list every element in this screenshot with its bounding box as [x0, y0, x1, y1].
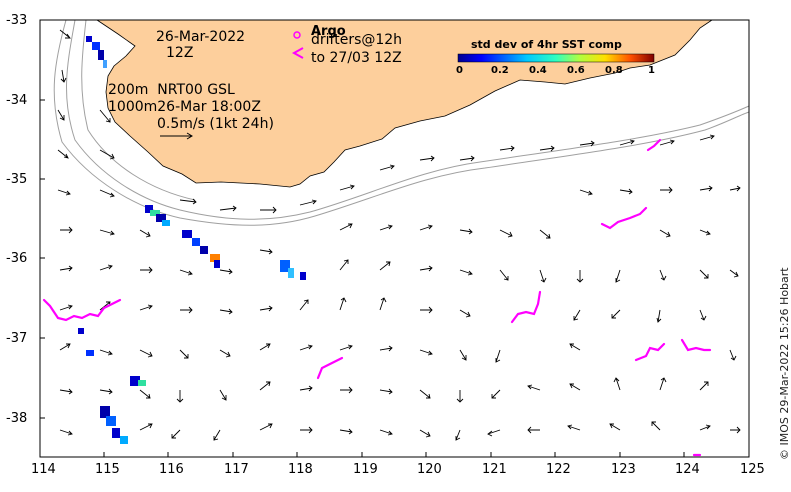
lon-tick: 116: [159, 462, 184, 477]
argo-label: Argo: [311, 24, 346, 39]
model-depth-label: 200m NRT00 GSL: [108, 82, 235, 98]
colorbar-tick: 0: [456, 65, 463, 76]
drifter-marker-icon: [291, 47, 304, 59]
date-label: 26-Mar-2022: [156, 29, 246, 45]
bathymetry-contours: [53, 19, 750, 226]
drifter-tracks: [42, 138, 712, 457]
lat-tick: -33: [6, 13, 28, 28]
lon-tick: 122: [546, 462, 571, 477]
lon-tick: 114: [31, 462, 56, 477]
lat-tick: -37: [6, 331, 28, 346]
colorbar-tick: 1: [648, 65, 655, 76]
lat-tick: -35: [6, 172, 28, 187]
colorbar-tick: 0.4: [529, 65, 547, 76]
colorbar-title: std dev of 4hr SST comp: [471, 38, 622, 51]
colorbar: [457, 53, 655, 63]
colorbar-tick: 0.8: [605, 65, 623, 76]
lon-tick: 123: [611, 462, 636, 477]
scale-label: 0.5m/s (1kt 24h): [157, 116, 274, 132]
drifters-period-label: to 27/03 12Z: [311, 50, 402, 66]
lat-tick: -38: [6, 411, 28, 426]
lon-tick: 119: [353, 462, 378, 477]
drifters-label: drifters@12h: [311, 32, 403, 48]
lon-tick: 121: [482, 462, 507, 477]
model-time-label: 1000m26-Mar 18:00Z: [108, 99, 261, 115]
colorbar-tick: 0.6: [567, 65, 585, 76]
sst-patches: [78, 36, 306, 444]
lon-tick: 118: [288, 462, 313, 477]
lon-tick: 120: [417, 462, 442, 477]
map-frame: [39, 19, 750, 458]
time-label: 12Z: [166, 45, 194, 61]
scale-arrow: [160, 132, 193, 140]
lat-tick: -34: [6, 93, 28, 108]
current-vectors: [57, 29, 741, 441]
lon-tick: 115: [95, 462, 120, 477]
lat-tick: -36: [6, 251, 28, 266]
imos-credit: © IMOS 29-Mar-2022 15:26 Hobart: [778, 267, 791, 460]
argo-marker-icon: [293, 31, 301, 39]
colorbar-tick: 0.2: [491, 65, 509, 76]
lon-tick: 124: [675, 462, 700, 477]
lon-tick: 117: [224, 462, 249, 477]
lon-tick: 125: [740, 462, 765, 477]
